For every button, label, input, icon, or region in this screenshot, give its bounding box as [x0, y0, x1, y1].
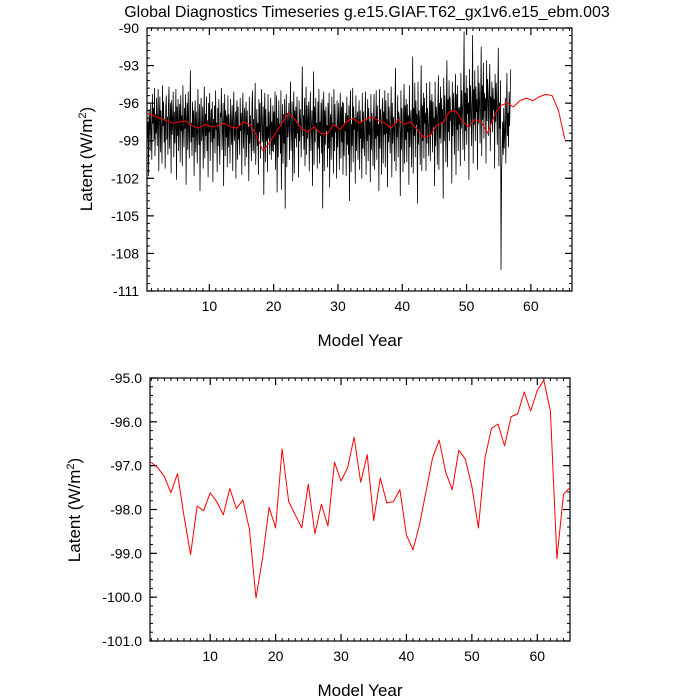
- top-x-tick-label: 40: [394, 298, 410, 314]
- bottom-x-tick-label: 10: [202, 648, 218, 664]
- chart-title: Global Diagnostics Timeseries g.e15.GIAF…: [124, 4, 610, 21]
- bottom-x-axis-ticks: 10 20 30 40 50 60: [150, 378, 571, 664]
- bottom-y-axis-ticks: -95.0 -96.0 -97.0 -98.0 -99.0 -100.0 -101.0: [102, 370, 570, 649]
- top-y-axis-label-sup: 2: [77, 112, 89, 118]
- bottom-panel: -95.0 -96.0 -97.0 -98.0 -99.0 -100.0 -101.0 10…: [65, 370, 571, 700]
- bottom-y-axis-label-sup: 2: [65, 463, 77, 469]
- top-monthly-series-line: [146, 31, 512, 271]
- bottom-x-tick-label: 20: [268, 648, 284, 664]
- bottom-series-group: [150, 379, 571, 599]
- bottom-y-tick-label: -98.0: [110, 502, 142, 518]
- bottom-plot-frame: [149, 377, 571, 642]
- top-y-axis-ticks: -90 -93 -96 -99 -102 -105 -108 -111: [111, 20, 572, 299]
- top-x-tick-label: 20: [266, 298, 282, 314]
- top-y-axis-label-main: Latent (W/m: [77, 119, 96, 212]
- bottom-x-tick-label: 40: [399, 648, 415, 664]
- bottom-y-tick-label: -97.0: [110, 458, 142, 474]
- top-plot-frame: [146, 27, 573, 292]
- bottom-y-axis-label-main: Latent (W/m: [65, 470, 84, 563]
- bottom-y-tick-label: -99.0: [110, 545, 142, 561]
- bottom-x-tick-label: 30: [333, 648, 349, 664]
- top-y-tick-label: -108: [111, 245, 139, 261]
- bottom-y-tick-label: -100.0: [102, 589, 142, 605]
- bottom-annual-series-line: [150, 379, 571, 599]
- top-y-tick-label: -102: [111, 170, 139, 186]
- top-y-tick-label: -93: [119, 58, 139, 74]
- top-x-axis-label: Model Year: [317, 331, 402, 350]
- top-y-axis-label-tail: ): [77, 107, 96, 113]
- bottom-x-tick-label: 50: [464, 648, 480, 664]
- top-y-axis-label: Latent (W/m2): [77, 107, 96, 211]
- top-y-tick-label: -96: [119, 95, 139, 111]
- top-panel: -90 -93 -96 -99 -102 -105 -108 -111 10 20 30 40 50 6…: [77, 20, 573, 350]
- bottom-y-tick-label: -95.0: [110, 370, 142, 386]
- top-y-tick-label: -99: [119, 133, 139, 149]
- top-x-axis-ticks: 10 20 30 40 50 60: [151, 28, 570, 314]
- bottom-y-tick-label: -101.0: [102, 633, 142, 649]
- bottom-y-axis-label: Latent (W/m2): [65, 458, 84, 562]
- bottom-y-axis-label-tail: ): [65, 458, 84, 464]
- top-annual-series-line: [146, 93, 566, 152]
- bottom-x-tick-label: 60: [530, 648, 546, 664]
- top-x-tick-label: 10: [202, 298, 218, 314]
- top-y-tick-label: -90: [119, 20, 139, 36]
- top-series-group: [146, 31, 566, 271]
- top-y-tick-label: -111: [113, 283, 139, 299]
- top-x-tick-label: 50: [459, 298, 475, 314]
- bottom-y-tick-label: -96.0: [110, 414, 142, 430]
- top-x-tick-label: 60: [523, 298, 539, 314]
- bottom-x-axis-label: Model Year: [317, 681, 402, 700]
- top-y-tick-label: -105: [111, 208, 139, 224]
- top-x-tick-label: 30: [330, 298, 346, 314]
